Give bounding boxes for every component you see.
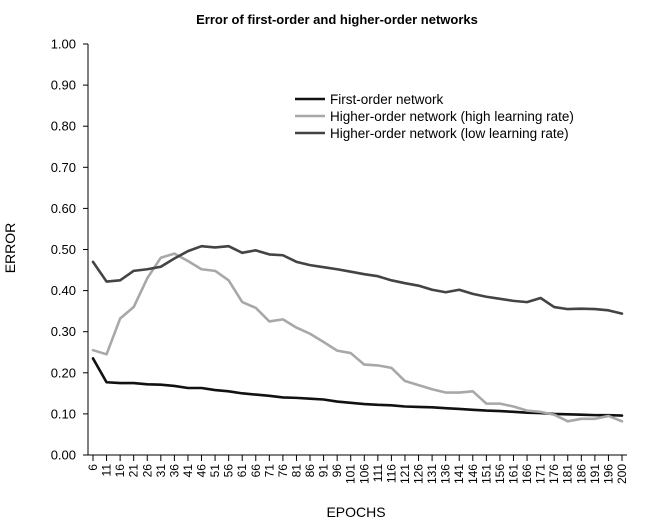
x-tick-label: 16 [113,464,127,478]
y-tick-label: 0.70 [51,160,76,175]
x-tick-label: 151 [479,464,493,484]
x-tick-label: 11 [100,464,114,477]
x-tick-label: 61 [235,464,249,478]
x-tick-label: 126 [412,464,426,484]
series-line-1 [91,357,624,417]
x-tick-label: 131 [425,464,439,484]
x-tick-label: 196 [601,464,615,484]
series-line-2 [91,252,624,423]
y-tick-label: 0.50 [51,242,76,257]
x-tick-label: 6 [86,464,100,471]
x-tick-label: 171 [534,464,548,484]
legend-label-1: First-order network [330,92,444,107]
x-axis-title: EPOCHS [326,504,385,520]
x-tick-label: 71 [262,464,276,478]
x-tick-label: 66 [249,464,263,478]
y-tick-label: 0.10 [51,406,76,421]
y-tick-label: 0.60 [51,201,76,216]
x-tick-label: 96 [330,464,344,478]
legend: First-order network Higher-order network … [295,92,574,141]
y-tick-label: 0.40 [51,283,76,298]
x-tick-label: 21 [127,464,141,478]
x-tick-label: 26 [140,464,154,478]
x-axis-ticks: 6 11 16 21 26 31 36 41 46 51 56 61 66 71 76 81 86 91 96 101… [86,455,629,484]
chart-title: Error of first-order and higher-order ne… [196,12,478,27]
x-tick-label: 156 [493,464,507,484]
x-tick-label: 146 [466,464,480,484]
x-tick-label: 91 [317,464,331,478]
series-lines [91,244,624,423]
x-tick-label: 121 [398,464,412,484]
x-tick-label: 56 [222,464,236,478]
x-tick-label: 161 [506,464,520,484]
x-tick-label: 136 [439,464,453,484]
y-tick-label: 0.00 [51,448,76,463]
x-tick-label: 101 [344,464,358,484]
series-line-3 [91,244,624,315]
x-tick-label: 31 [154,464,168,478]
y-tick-label: 0.20 [51,365,76,380]
x-tick-label: 200 [615,464,629,484]
y-tick-label: 0.80 [51,119,76,134]
x-tick-label: 186 [574,464,588,484]
legend-label-2: Higher-order network (high learning rate… [330,109,574,124]
x-tick-label: 181 [561,464,575,484]
x-tick-label: 176 [547,464,561,484]
y-tick-label: 0.30 [51,324,76,339]
y-tick-label: 1.00 [51,37,76,52]
y-axis-title: ERROR [2,223,18,274]
x-tick-label: 81 [289,464,303,478]
x-tick-label: 166 [520,464,534,484]
x-tick-label: 191 [588,464,602,484]
x-tick-label: 51 [208,464,222,478]
x-tick-label: 116 [384,464,398,483]
x-tick-label: 46 [195,464,209,478]
x-tick-label: 76 [276,464,290,478]
x-tick-label: 141 [452,464,466,484]
y-tick-label: 0.90 [51,78,76,93]
legend-label-3: Higher-order network (low learning rate) [330,126,569,141]
x-tick-label: 106 [357,464,371,484]
x-tick-label: 111 [371,464,385,483]
x-tick-label: 41 [181,464,195,478]
x-tick-label: 36 [167,464,181,478]
y-axis-ticks: 0.00 0.10 0.20 0.30 0.40 0.50 0.60 0.70 0.80 0.90… [51,37,88,463]
x-tick-label: 86 [303,464,317,478]
